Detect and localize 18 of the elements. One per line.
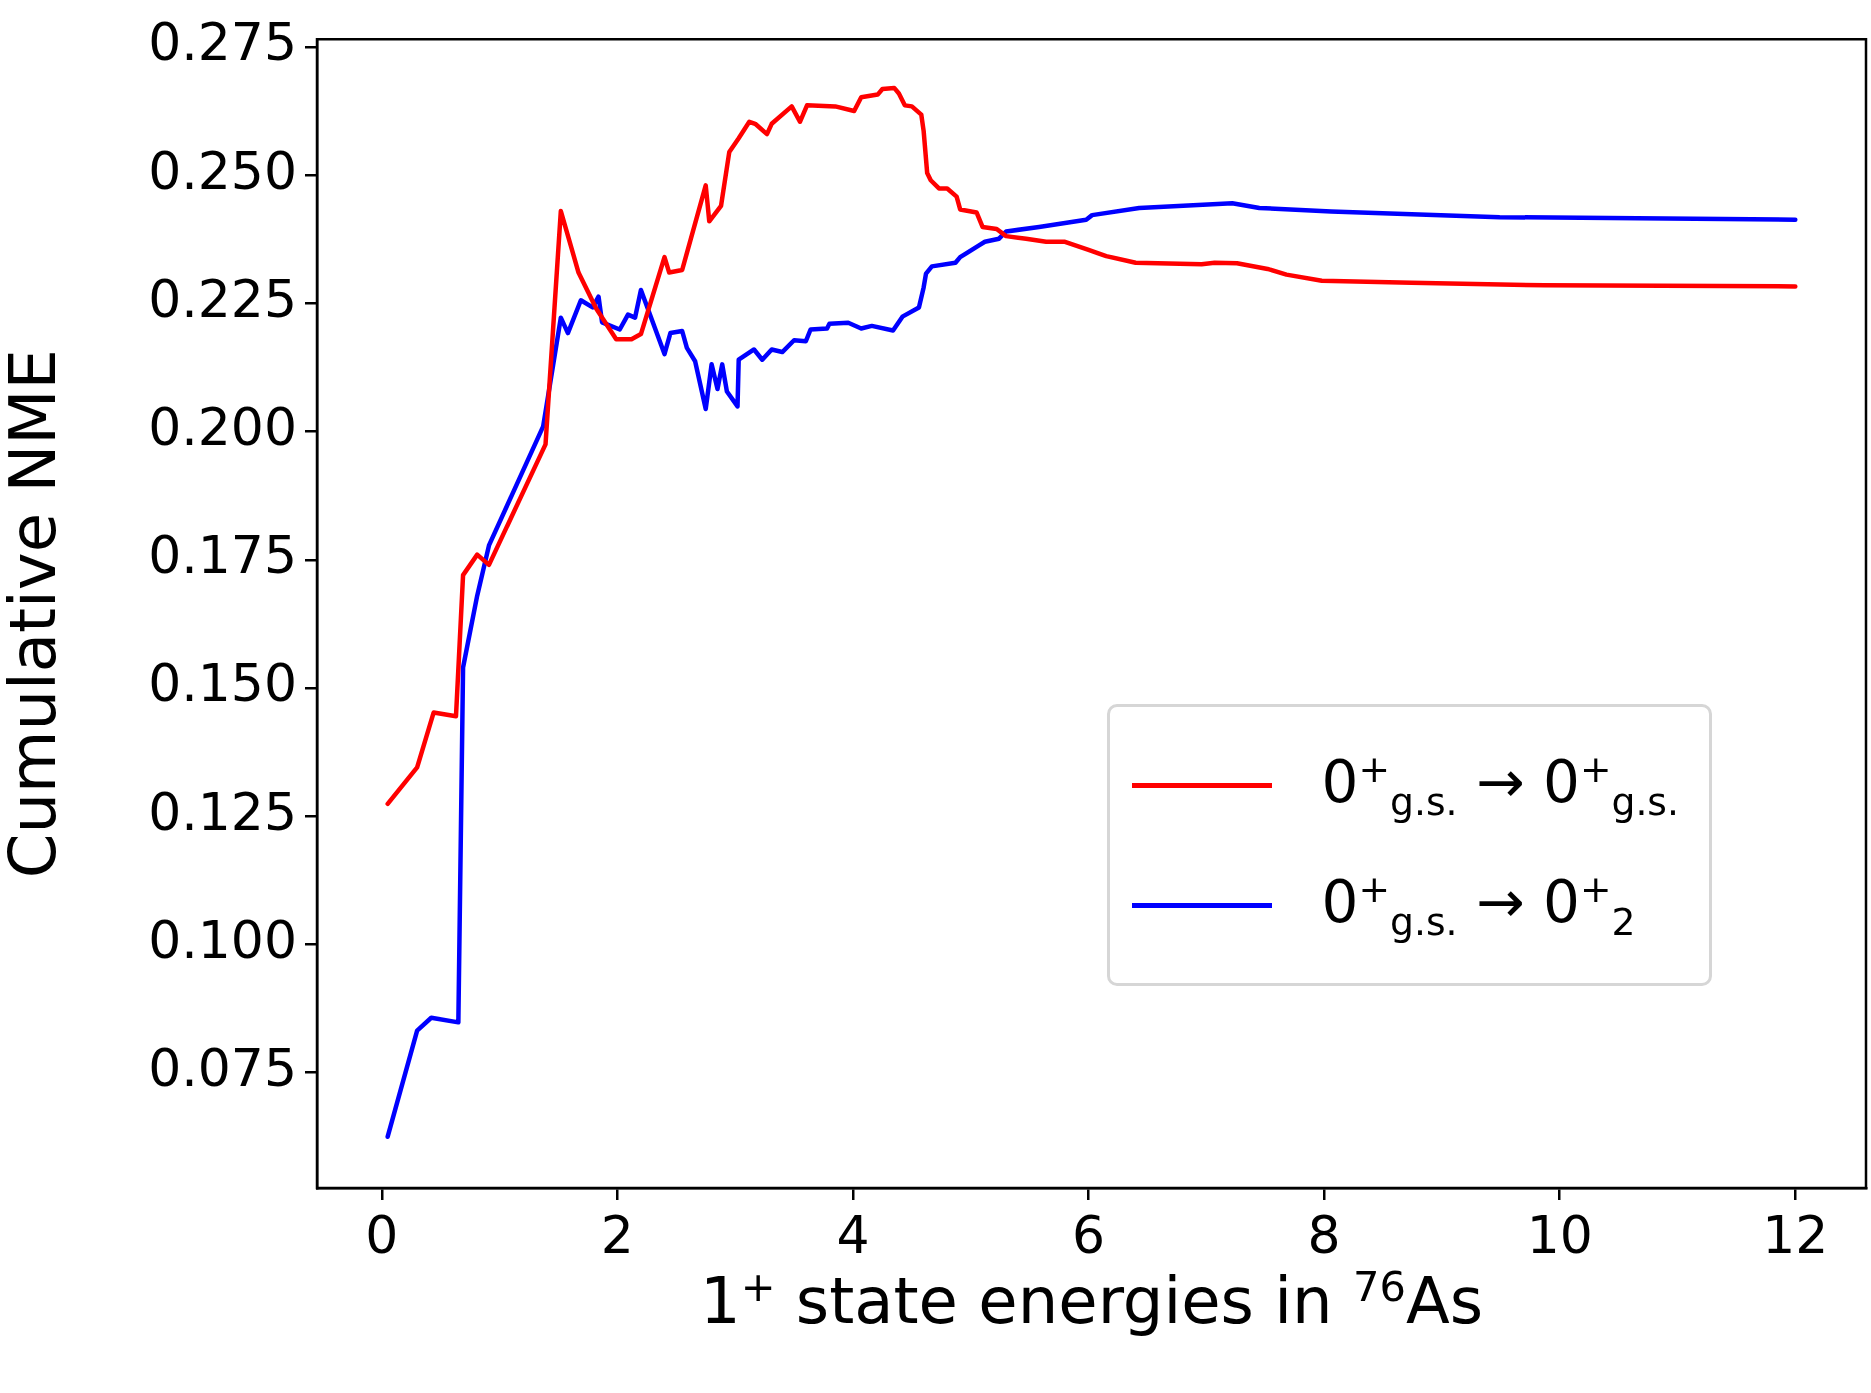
y-tick-label: 0.125	[148, 781, 297, 842]
y-tick-label: 0.150	[148, 653, 297, 714]
x-tick-label: 10	[1526, 1204, 1593, 1265]
x-axis-title: 1$^{+}$ state energies in $^{76}$As	[699, 1262, 1484, 1339]
x-tick-label: 2	[600, 1204, 634, 1265]
x-tick-label: 6	[1072, 1204, 1106, 1265]
x-tick-label: 0	[365, 1204, 399, 1265]
y-tick-label: 0.075	[148, 1038, 297, 1099]
y-tick-label: 0.250	[148, 140, 297, 201]
y-tick-label: 0.275	[148, 12, 297, 73]
y-axis-title: Cumulative NME	[0, 349, 71, 879]
x-tick-label: 4	[836, 1204, 870, 1265]
y-tick-label: 0.225	[148, 268, 297, 329]
y-tick-label: 0.100	[148, 909, 297, 970]
x-tick-label: 12	[1762, 1204, 1829, 1265]
y-tick-label: 0.200	[148, 397, 297, 458]
x-tick-label: 8	[1307, 1204, 1341, 1265]
y-tick-label: 0.175	[148, 525, 297, 586]
